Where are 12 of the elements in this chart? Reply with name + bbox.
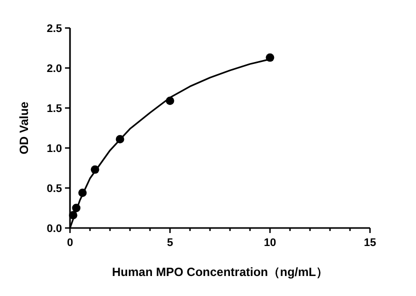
y-tick-label: 0.0 (46, 223, 62, 235)
x-axis-title: Human MPO Concentration（ng/mL） (112, 265, 328, 279)
x-tick-label: 15 (364, 237, 376, 249)
y-tick-label: 2.0 (46, 63, 62, 75)
y-tick-label: 2.5 (46, 23, 62, 35)
y-axis-title: OD Value (17, 101, 31, 154)
y-tick-label: 1.0 (46, 143, 62, 155)
y-tick-label: 1.5 (46, 103, 62, 115)
x-tick-label: 10 (264, 237, 276, 249)
x-tick-label: 5 (166, 237, 174, 249)
y-tick-label: 0.5 (46, 183, 62, 195)
x-tick-label: 0 (66, 237, 74, 249)
